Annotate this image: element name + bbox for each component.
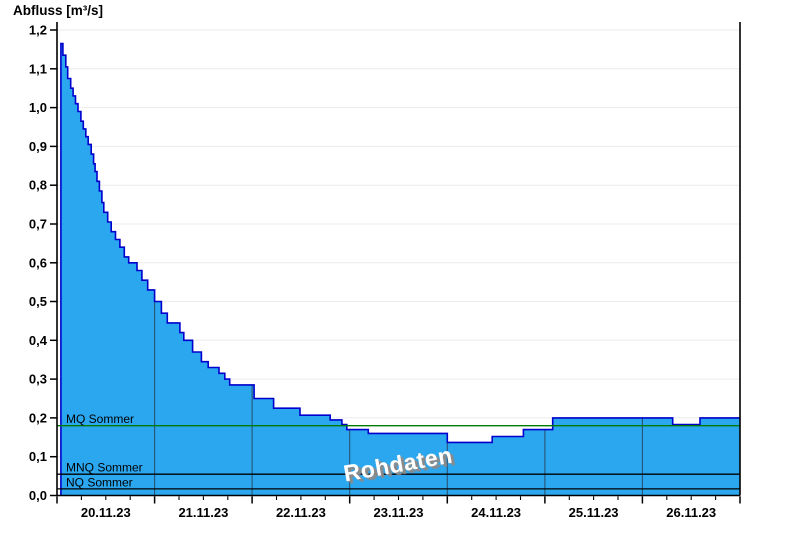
x-tick-label: 21.11.23 — [178, 505, 228, 520]
y-tick-label: 0,7 — [29, 217, 47, 232]
y-tick-label: 1,1 — [29, 61, 47, 76]
x-tick-label: 23.11.23 — [374, 505, 424, 520]
y-tick-label: 0,6 — [29, 255, 47, 270]
y-tick-label: 0,1 — [29, 449, 47, 464]
y-tick-label: 0,3 — [29, 372, 47, 387]
y-tick-label: 0,4 — [29, 333, 48, 348]
x-tick-label: 26.11.23 — [666, 505, 716, 520]
discharge-curve — [60, 42, 740, 496]
ref-label-mq-sommer: MQ Sommer — [66, 412, 134, 426]
x-tick-label: 25.11.23 — [569, 505, 619, 520]
y-axis-title: Abfluss [m³/s] — [13, 3, 104, 18]
discharge-area — [60, 43, 740, 496]
x-tick-label: 22.11.23 — [276, 505, 326, 520]
y-tick-label: 0,2 — [29, 410, 47, 425]
y-tick-label: 1,0 — [29, 100, 47, 115]
ref-label-nq-sommer: NQ Sommer — [66, 475, 133, 489]
y-tick-label: 0,0 — [29, 488, 47, 503]
y-tick-label: 0,5 — [29, 294, 47, 309]
x-tick-label: 20.11.23 — [81, 505, 131, 520]
y-tick-label: 1,2 — [29, 23, 47, 38]
x-tick-label: 24.11.23 — [471, 505, 521, 520]
y-tick-label: 0,9 — [29, 139, 47, 154]
ref-label-mnq-sommer: MNQ Sommer — [66, 461, 143, 475]
y-tick-label: 0,8 — [29, 178, 47, 193]
